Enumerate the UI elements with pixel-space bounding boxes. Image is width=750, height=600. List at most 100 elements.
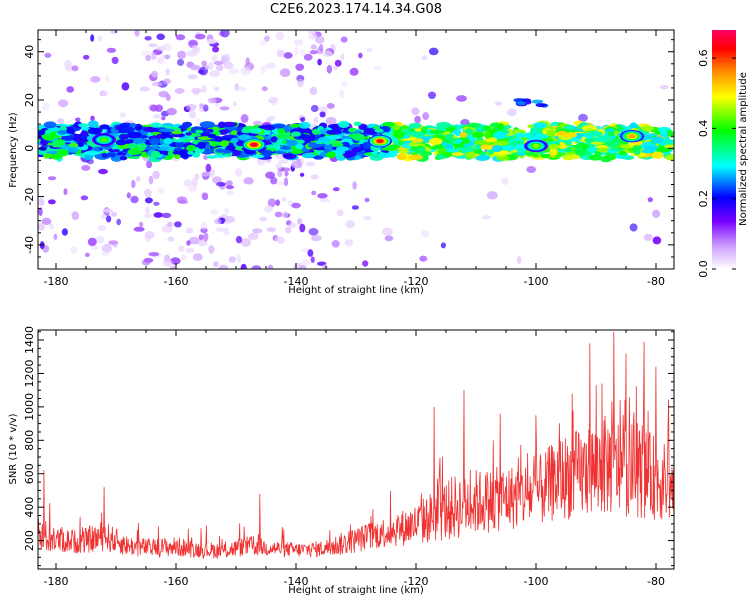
heatmap-cell <box>396 153 407 161</box>
heatmap-cell <box>263 124 276 131</box>
heatmap-cell <box>408 154 424 160</box>
heatmap-cell <box>574 148 586 156</box>
heatmap-cell <box>64 60 72 69</box>
y-tick-label: 20 <box>23 93 36 107</box>
heatmap-cell <box>643 233 653 241</box>
heatmap-cell <box>215 148 226 153</box>
heatmap-cell <box>546 129 556 137</box>
heatmap-cell <box>659 85 669 90</box>
heatmap-cell <box>167 149 175 157</box>
heatmap-cell <box>195 129 204 134</box>
y-tick-label: -40 <box>23 236 36 254</box>
heatmap-cell <box>297 217 303 225</box>
heatmap-cell <box>201 60 208 67</box>
heatmap-cell <box>307 249 314 257</box>
heatmap-cell <box>376 139 384 144</box>
heatmap-cell <box>335 146 349 152</box>
heatmap-cell <box>223 149 232 154</box>
heatmap-cell <box>130 195 139 204</box>
heatmap-cell <box>240 263 247 269</box>
heatmap-cell <box>80 195 89 201</box>
colorbar-tick-label: 0.2 <box>697 190 710 208</box>
heatmap-cell <box>422 112 430 121</box>
heatmap-cell <box>150 150 161 159</box>
heatmap-cell <box>484 131 491 139</box>
heatmap-cell <box>459 131 468 138</box>
heatmap-cell <box>41 138 48 146</box>
heatmap-cell <box>352 181 357 190</box>
heatmap-cell <box>201 171 211 177</box>
heatmap-cell <box>275 199 281 206</box>
heatmap-cell <box>194 33 206 40</box>
colorbar-tick-label: 0.0 <box>697 260 710 278</box>
heatmap-cell <box>101 152 108 159</box>
heatmap-cell <box>185 103 197 111</box>
heatmap-cell <box>549 148 558 156</box>
heatmap-cell <box>172 150 187 155</box>
heatmap-cell <box>90 76 101 83</box>
heatmap-cell <box>191 87 202 94</box>
x-tick-label: -180 <box>44 275 69 288</box>
heatmap-cell <box>652 236 662 245</box>
heatmap-cell <box>176 58 185 66</box>
heatmap-cell <box>641 149 653 154</box>
heatmap-cell <box>259 40 268 46</box>
spectrogram-y-ticks: -40 -20 0 20 40 <box>23 39 674 270</box>
heatmap-cell <box>90 34 95 42</box>
heatmap-cell <box>473 140 489 145</box>
heatmap-cell <box>158 128 175 133</box>
heatmap-cell <box>659 129 667 135</box>
heatmap-cell <box>119 155 128 161</box>
y-tick-label: 0 <box>23 145 36 152</box>
heatmap-cell <box>647 197 653 203</box>
heatmap-cell <box>266 227 277 233</box>
heatmap-cell <box>419 255 428 262</box>
heatmap-cell <box>245 57 250 65</box>
heatmap-cell <box>152 114 163 119</box>
heatmap-cell <box>201 221 208 230</box>
heatmap-cell <box>310 174 319 180</box>
heatmap-cell <box>295 143 304 150</box>
heatmap-cell <box>236 86 247 92</box>
heatmap-cell <box>362 260 369 267</box>
heatmap-cell <box>454 143 466 148</box>
heatmap-cell <box>573 144 583 149</box>
heatmap-cell <box>251 265 262 269</box>
heatmap-cell <box>43 121 57 129</box>
heatmap-cell <box>259 216 267 222</box>
colorbar: 0.0 0.2 0.4 0.6 Normalized spectral amplitu… <box>697 30 749 278</box>
heatmap-cell <box>175 140 184 148</box>
heatmap-cell <box>293 39 304 46</box>
heatmap-cell <box>414 115 421 124</box>
heatmap-cell <box>137 142 147 150</box>
heatmap-cell <box>153 212 163 218</box>
heatmap-cell <box>351 205 359 210</box>
heatmap-cell <box>300 117 306 122</box>
heatmap-cell <box>588 154 603 161</box>
heatmap-cell <box>101 251 110 257</box>
heatmap-cell <box>51 140 62 148</box>
y-tick-label: 1400 <box>23 326 36 354</box>
colorbar-tick-label: 0.4 <box>697 120 710 138</box>
heatmap-cell <box>270 177 278 185</box>
heatmap-cell <box>121 82 130 91</box>
heatmap-cell <box>291 202 301 209</box>
heatmap-cell <box>444 134 452 140</box>
x-tick-label: -120 <box>404 275 429 288</box>
heatmap-cell <box>340 53 345 61</box>
heatmap-cell <box>600 155 612 163</box>
heatmap-cell <box>290 131 302 137</box>
heatmap-cell <box>275 153 286 160</box>
heatmap-cell <box>140 50 151 57</box>
heatmap-cell <box>295 63 305 71</box>
heatmap-cell <box>486 191 498 200</box>
x-tick-label: -140 <box>284 275 309 288</box>
heatmap-cell <box>224 220 231 225</box>
heatmap-cell <box>115 139 127 146</box>
chart-title: C2E6.2023.174.14.34.G08 <box>270 2 442 17</box>
spectrogram-marks <box>38 30 674 269</box>
heatmap-cell <box>264 205 273 213</box>
heatmap-cell <box>381 147 397 151</box>
heatmap-cell <box>456 95 467 102</box>
